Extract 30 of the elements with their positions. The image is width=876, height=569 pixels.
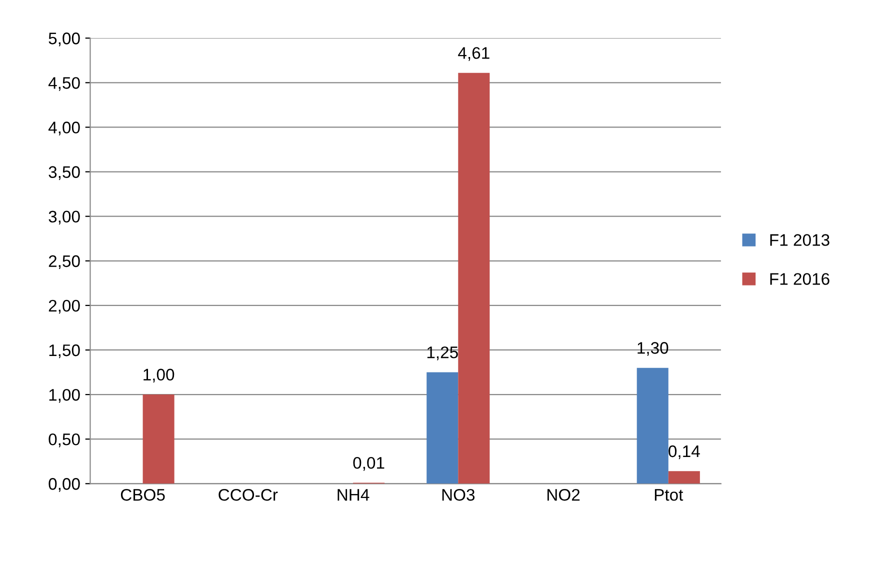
bar [636,368,668,484]
bar [142,394,174,484]
bar [458,72,490,484]
data-label: 0,14 [668,445,700,460]
data-label: 4,61 [458,47,490,61]
x-tick-label: CCO-Cr [218,488,278,501]
y-tick-label: 2,00 [48,300,80,314]
x-tick-label: CBO5 [120,488,165,501]
y-tick-label: 3,50 [48,166,80,180]
y-tick-label: 4,50 [48,77,80,91]
data-label: 1,30 [638,342,668,356]
bar [426,372,458,484]
x-tick-label: NH4 [338,489,370,501]
y-tick-label: 1,00 [49,388,80,403]
bar [668,471,700,484]
x-tick-label: NO3 [442,488,475,501]
legend-label: F1 2016 [770,273,830,285]
data-label: 1,00 [144,368,174,383]
data-label: 0,01 [353,456,384,471]
data-label: 1,25 [427,346,458,360]
y-tick-label: 0,50 [48,434,80,448]
y-tick-label: 4,00 [48,122,80,136]
y-tick-label: 5,00 [48,32,80,46]
y-tick-label: 0,00 [48,478,80,492]
y-tick-label: 2,50 [48,255,80,270]
x-tick-label: Ptot [654,489,684,501]
y-tick-label: 1,50 [49,344,80,358]
x-tick-label: NO2 [548,488,580,501]
y-tick-label: 3,00 [48,210,80,225]
legend-label: F1 2013 [770,234,830,246]
